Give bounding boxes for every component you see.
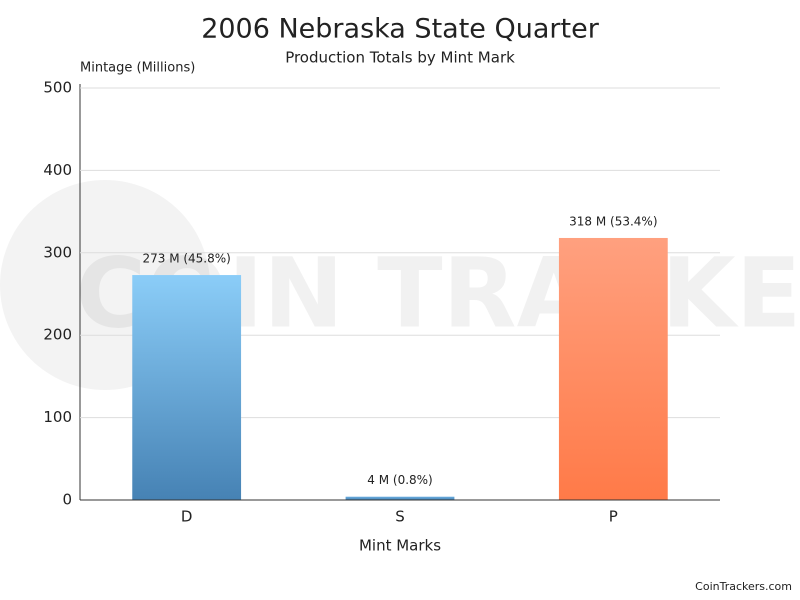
chart-title: 2006 Nebraska State Quarter bbox=[201, 14, 600, 45]
y-tick-label: 500 bbox=[43, 79, 72, 97]
x-tick-label: S bbox=[395, 508, 405, 526]
x-tick-label: P bbox=[609, 508, 618, 526]
y-tick-label: 0 bbox=[62, 491, 72, 509]
y-tick-label: 400 bbox=[43, 161, 72, 179]
x-tick-label: D bbox=[181, 508, 193, 526]
bar bbox=[132, 275, 242, 500]
data-label: 4 M (0.8%) bbox=[367, 473, 432, 487]
y-tick-label: 100 bbox=[43, 408, 72, 426]
y-tick-label: 200 bbox=[43, 326, 72, 344]
chart-subtitle: Production Totals by Mint Mark bbox=[285, 49, 515, 67]
y-axis-title: Mintage (Millions) bbox=[80, 61, 195, 76]
bar bbox=[558, 237, 668, 500]
x-axis-title: Mint Marks bbox=[359, 537, 441, 555]
y-tick-label: 300 bbox=[43, 243, 72, 261]
bar bbox=[345, 496, 455, 500]
data-label: 318 M (53.4%) bbox=[569, 214, 657, 228]
data-label: 273 M (45.8%) bbox=[142, 252, 230, 266]
credit: CoinTrackers.com bbox=[695, 580, 792, 593]
